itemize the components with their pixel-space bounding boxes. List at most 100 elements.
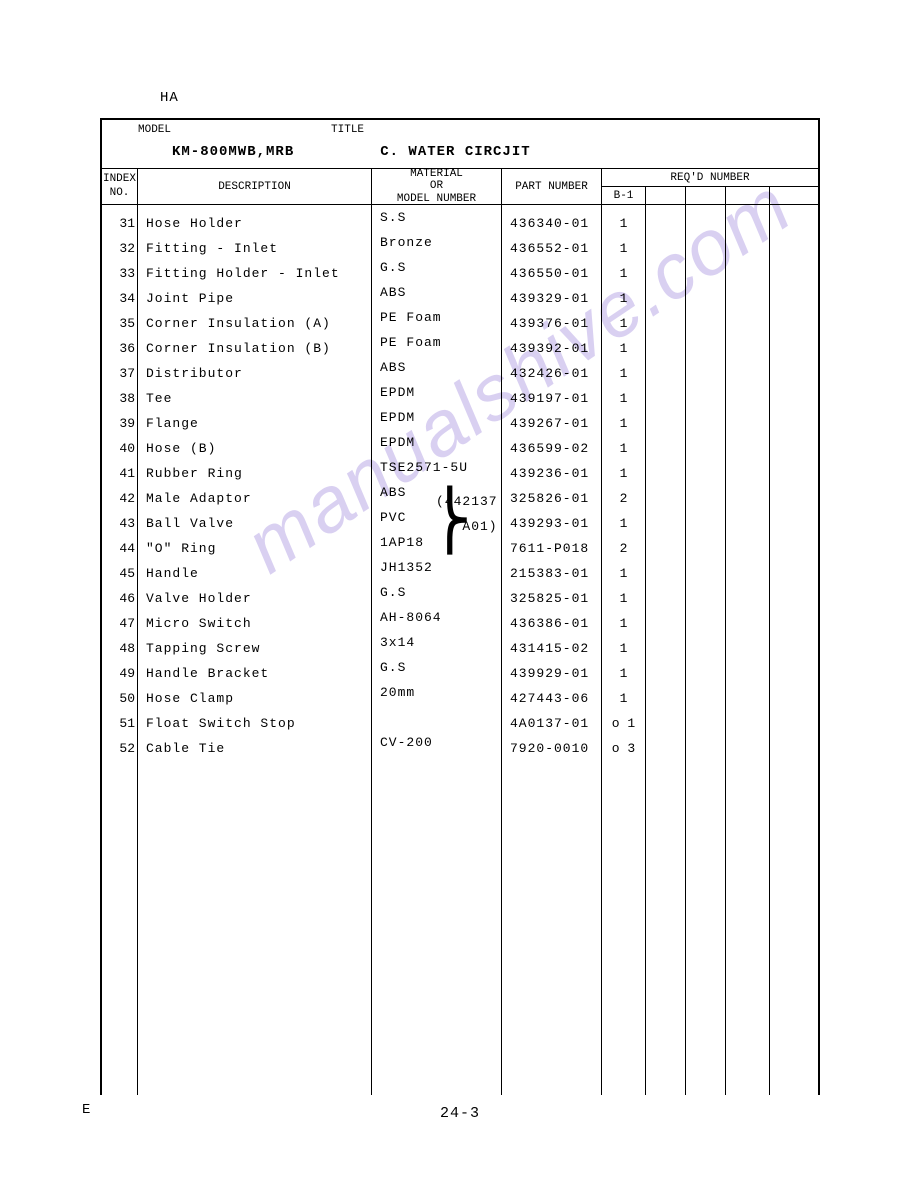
column-b1: 11111111111212111111o 1o 3 [602, 205, 646, 1095]
cell-index: 38 [102, 386, 135, 411]
cell-part-number: 436552-01 [510, 236, 601, 261]
cell-part-number: 436340-01 [510, 211, 601, 236]
cell-part-number: 439376-01 [510, 311, 601, 336]
cell-description: Corner Insulation (A) [146, 311, 371, 336]
cell-index: 42 [102, 486, 135, 511]
col-header-reqd-number: REQ'D NUMBER [602, 169, 818, 187]
cell-material: EPDM [380, 380, 501, 405]
cell-material: AH-8064 [380, 605, 501, 630]
cell-index: 32 [102, 236, 135, 261]
title-value: C. WATER CIRCJIT [380, 144, 530, 160]
col-header-part-number: PART NUMBER [502, 169, 602, 204]
cell-b1: 1 [602, 661, 645, 686]
cell-description: Handle Bracket [146, 661, 371, 686]
column-blank-4 [726, 205, 770, 1095]
column-blank-3 [686, 205, 726, 1095]
title-label: TITLE [331, 124, 364, 136]
cell-index: 45 [102, 561, 135, 586]
material-annotation: ⎬ (442137 A01) [436, 489, 498, 539]
cell-index: 37 [102, 361, 135, 386]
col-header-index: INDEX NO. [102, 169, 138, 204]
col-header-reqd: REQ'D NUMBER B-1 [602, 169, 818, 204]
cell-material: G.S [380, 580, 501, 605]
cell-index: 52 [102, 736, 135, 761]
header-labels-row: MODEL TITLE [102, 120, 818, 138]
cell-description: Hose (B) [146, 436, 371, 461]
cell-index: 46 [102, 586, 135, 611]
cell-description: Distributor [146, 361, 371, 386]
cell-description: Fitting Holder - Inlet [146, 261, 371, 286]
cell-index: 48 [102, 636, 135, 661]
column-index: 3132333435363738394041424344454647484950… [102, 205, 138, 1095]
table-frame: MODEL TITLE KM-800MWB,MRB C. WATER CIRCJ… [100, 118, 820, 1095]
cell-b1: 1 [602, 311, 645, 336]
col-header-index-l1: INDEX [102, 173, 137, 186]
cell-index: 43 [102, 511, 135, 536]
cell-b1: 1 [602, 336, 645, 361]
model-label: MODEL [138, 124, 171, 136]
cell-index: 33 [102, 261, 135, 286]
cell-description: Tapping Screw [146, 636, 371, 661]
cell-material: TSE2571-5U [380, 455, 501, 480]
cell-description: Ball Valve [146, 511, 371, 536]
brace-icon: ⎬ [428, 492, 473, 550]
col-header-material-l3: MODEL NUMBER [372, 193, 501, 206]
cell-part-number: 325826-01 [510, 486, 601, 511]
cell-part-number: 439293-01 [510, 511, 601, 536]
column-description: Hose HolderFitting - InletFitting Holder… [138, 205, 372, 1095]
cell-part-number: 436550-01 [510, 261, 601, 286]
table-header: INDEX NO. DESCRIPTION MATERIAL OR MODEL … [102, 169, 818, 205]
cell-index: 47 [102, 611, 135, 636]
cell-index: 31 [102, 211, 135, 236]
cell-part-number: 4A0137-01 [510, 711, 601, 736]
cell-b1: 1 [602, 211, 645, 236]
cell-b1: 1 [602, 511, 645, 536]
cell-material: EPDM [380, 405, 501, 430]
cell-b1: 1 [602, 436, 645, 461]
model-value: KM-800MWB,MRB [172, 144, 294, 160]
cell-part-number: 215383-01 [510, 561, 601, 586]
cell-description: Micro Switch [146, 611, 371, 636]
cell-index: 39 [102, 411, 135, 436]
col-header-material-l2: OR [372, 180, 501, 193]
cell-b1: 1 [602, 561, 645, 586]
cell-index: 35 [102, 311, 135, 336]
cell-material: ABS [380, 355, 501, 380]
cell-material: EPDM [380, 430, 501, 455]
col-header-material-l1: MATERIAL [372, 168, 501, 181]
cell-b1: 1 [602, 386, 645, 411]
cell-index: 34 [102, 286, 135, 311]
cell-material: S.S [380, 205, 501, 230]
cell-material: 3x14 [380, 630, 501, 655]
page-number: 24-3 [100, 1105, 820, 1122]
cell-material: G.S [380, 655, 501, 680]
cell-b1: 1 [602, 586, 645, 611]
cell-material: PE Foam [380, 305, 501, 330]
col-header-description: DESCRIPTION [138, 169, 372, 204]
column-blank-5 [770, 205, 818, 1095]
cell-material: Bronze [380, 230, 501, 255]
column-part-number: 436340-01436552-01436550-01439329-014393… [502, 205, 602, 1095]
col-header-blank-2 [646, 187, 686, 204]
cell-index: 51 [102, 711, 135, 736]
cell-part-number: 439392-01 [510, 336, 601, 361]
cell-description: Joint Pipe [146, 286, 371, 311]
col-header-index-l2: NO. [102, 187, 137, 200]
cell-b1: 1 [602, 261, 645, 286]
cell-part-number: 7611-P018 [510, 536, 601, 561]
cell-b1: 2 [602, 486, 645, 511]
cell-part-number: 439236-01 [510, 461, 601, 486]
header-values-row: KM-800MWB,MRB C. WATER CIRCJIT [102, 138, 818, 169]
cell-description: Tee [146, 386, 371, 411]
cell-description: Hose Holder [146, 211, 371, 236]
cell-index: 49 [102, 661, 135, 686]
cell-material: CV-200 [380, 730, 501, 755]
column-material: ⎬ (442137 A01) S.SBronzeG.SABSPE FoamPE … [372, 205, 502, 1095]
cell-material: 20mm [380, 680, 501, 705]
cell-material: G.S [380, 255, 501, 280]
cell-index: 40 [102, 436, 135, 461]
table-body: 3132333435363738394041424344454647484950… [102, 205, 818, 1095]
cell-description: Valve Holder [146, 586, 371, 611]
cell-description: Corner Insulation (B) [146, 336, 371, 361]
cell-b1: 1 [602, 286, 645, 311]
